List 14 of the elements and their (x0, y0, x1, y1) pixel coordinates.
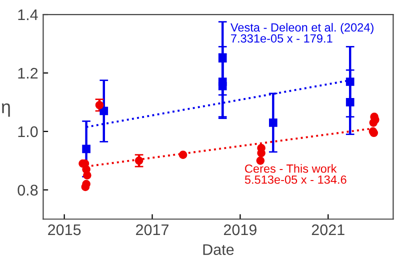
y-tick-label: 1.0 (18, 126, 38, 138)
y-axis-title: η (2, 103, 10, 117)
x-axis-title: Date (203, 244, 234, 255)
annotation: 7.331e-05 x - 179.1 (231, 34, 332, 43)
x-tick-label: 2021 (312, 224, 344, 236)
x-tick-label: 2015 (48, 224, 81, 236)
x-tick-label: 2019 (224, 224, 256, 236)
x-tick-label: 2017 (136, 224, 168, 236)
series-label: Ceres - This work (245, 164, 337, 173)
annotation: 5.513e-05 x - 134.6 (244, 175, 346, 184)
y-tick-label: 0.8 (18, 184, 38, 196)
y-tick-label: 1.2 (18, 68, 38, 79)
y-tick-label: 1.4 (18, 10, 38, 20)
series-label: Vesta - Deleon et al. (2024) (230, 22, 374, 34)
